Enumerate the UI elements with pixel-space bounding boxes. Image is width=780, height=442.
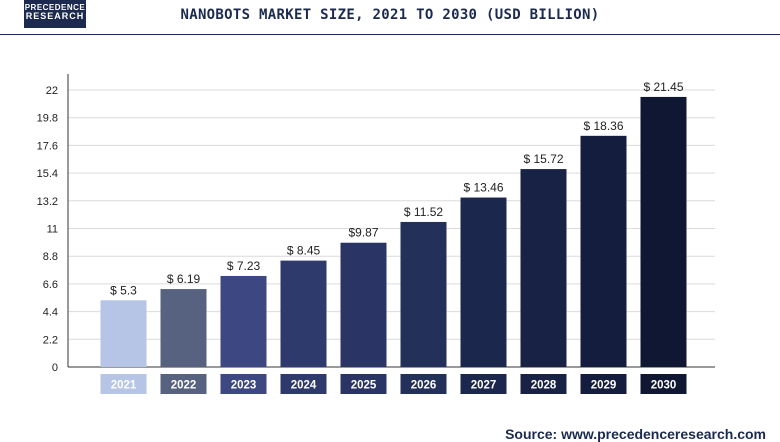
bar (280, 260, 327, 367)
y-tick-label: 17.6 (37, 140, 58, 152)
chart-title: NANOBOTS MARKET SIZE, 2021 TO 2030 (USD … (180, 7, 600, 23)
category-label-box (580, 374, 627, 394)
category-label-box (340, 374, 387, 394)
data-label: $ 18.36 (583, 119, 623, 133)
data-label: $ 21.45 (643, 80, 683, 94)
y-tick-label: 0 (52, 362, 58, 374)
data-label: $ 8.45 (287, 244, 321, 258)
header: PRECEDENCE RESEARCH NANOBOTS MARKET SIZE… (0, 0, 780, 35)
bar (460, 197, 507, 367)
category-label-box (280, 374, 327, 394)
category-label: 2026 (411, 380, 437, 392)
bar (100, 300, 147, 367)
category-label: 2023 (231, 380, 257, 392)
category-label: 2028 (531, 380, 557, 392)
bar (340, 242, 387, 367)
category-label: 2030 (651, 380, 677, 392)
logo-line1: PRECEDENCE (24, 3, 86, 13)
logo-line2: RESEARCH (25, 11, 85, 22)
category-label: 2025 (351, 380, 377, 392)
y-tick-label: 22 (46, 85, 58, 97)
data-label: $ 7.23 (227, 259, 261, 273)
data-label: $ 13.46 (463, 181, 503, 195)
bar (520, 169, 567, 367)
data-label: $ 11.52 (404, 205, 443, 219)
data-label: $ 6.19 (167, 272, 201, 286)
y-tick-label: 19.8 (37, 113, 58, 125)
category-label-box (520, 374, 567, 394)
category-label-box (640, 374, 687, 394)
bar-layer (100, 96, 687, 368)
category-label: 2024 (291, 380, 317, 392)
y-tick-label: 6.6 (43, 279, 58, 291)
bar (580, 135, 627, 367)
data-label: $9.87 (348, 226, 378, 240)
category-label: 2027 (471, 380, 497, 392)
category-label-box (160, 374, 207, 394)
source-text: Source: www.precedenceresearch.com (505, 426, 766, 442)
category-label: 2029 (591, 380, 617, 392)
category-label-box (220, 374, 267, 394)
y-tick-label: 2.2 (43, 334, 58, 346)
label-layer: $ 5.3 2021 $ 6.19 2022 $ 7.23 2023 $ 8.45 2024 $… (100, 80, 687, 394)
y-tick-label: 13.2 (37, 196, 58, 208)
y-tick-label: 15.4 (37, 168, 58, 180)
category-label: 2021 (111, 380, 137, 392)
bar (220, 275, 267, 367)
category-label-box (460, 374, 507, 394)
bar-chart: 0 2.2 4.4 6.6 8.8 11 13.2 15.4 17.6 19.8 22 $ 5.3 2… (37, 74, 715, 394)
y-tick-label: 11 (47, 224, 58, 236)
y-tick-label: 4.4 (43, 307, 58, 319)
data-label: $ 15.72 (523, 152, 563, 166)
category-label-box (400, 374, 447, 394)
category-label-box (100, 374, 147, 394)
category-label: 2022 (171, 380, 197, 392)
y-tick-label: 8.8 (43, 251, 58, 263)
bar (640, 96, 687, 368)
logo: PRECEDENCE RESEARCH (24, 0, 86, 28)
data-label: $ 5.3 (110, 283, 137, 297)
bar (400, 221, 447, 367)
bar (160, 289, 207, 367)
